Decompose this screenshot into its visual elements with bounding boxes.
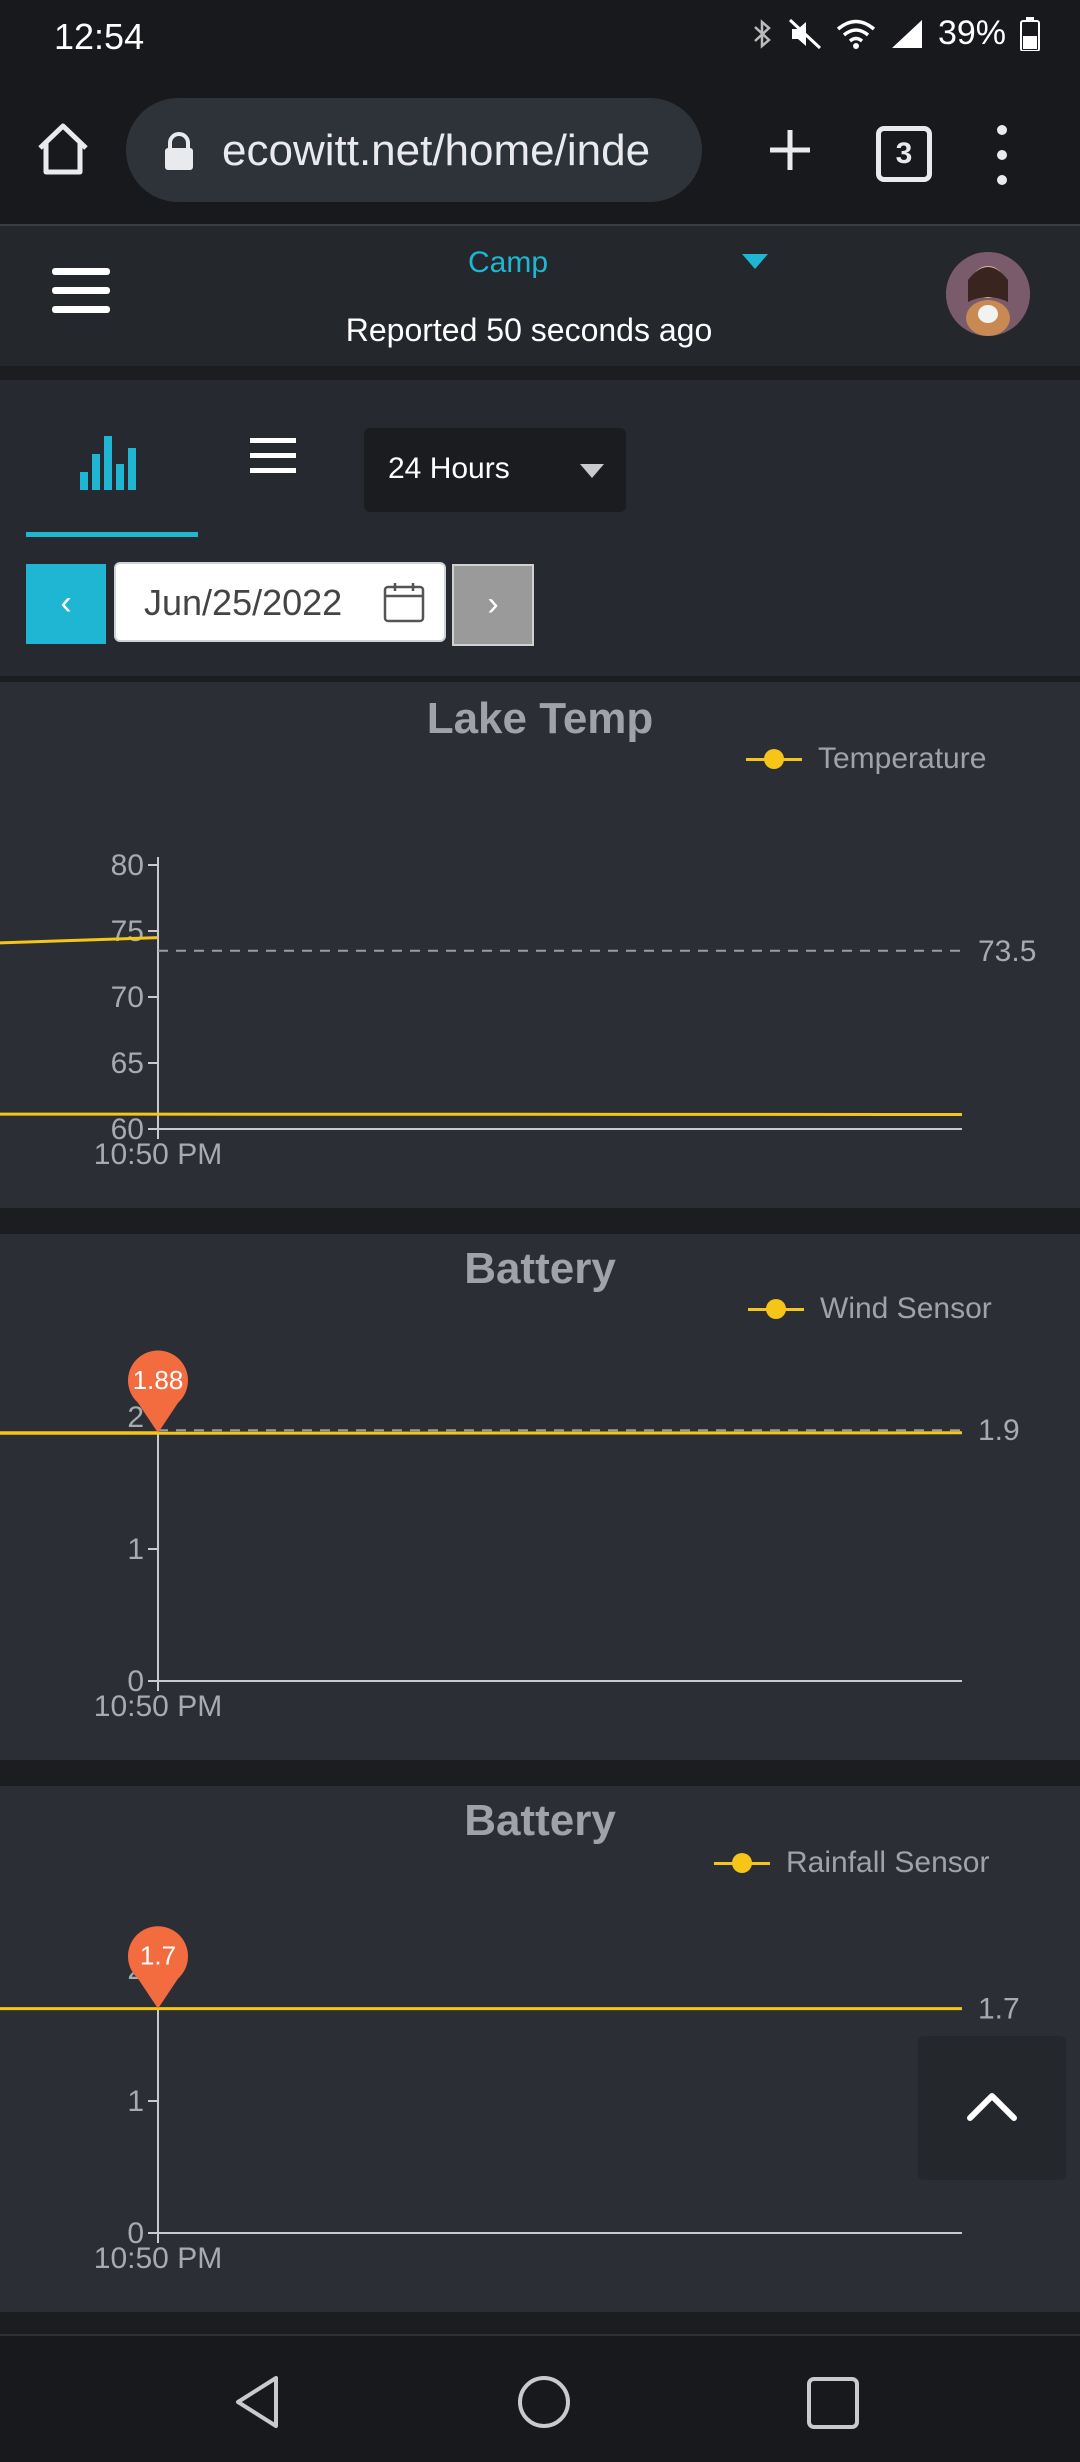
- bluetooth-icon: [752, 18, 774, 50]
- reported-status: Reported 50 seconds ago: [0, 312, 1058, 349]
- date-value: Jun/25/2022: [144, 582, 342, 624]
- calendar-icon[interactable]: [382, 580, 426, 624]
- app-header: Camp Reported 50 seconds ago: [0, 226, 1080, 366]
- more-menu-icon[interactable]: [992, 120, 1012, 190]
- battery-icon: [1020, 17, 1040, 51]
- avatar-image: [946, 252, 1030, 336]
- battery-percent: 39%: [938, 14, 1006, 53]
- bar-chart-icon: [80, 436, 136, 490]
- y-tick-label: 75: [111, 915, 144, 948]
- tab-switcher-button[interactable]: 3: [876, 126, 932, 182]
- divider: [0, 366, 1080, 380]
- max-marker-label: 1.88: [133, 1365, 184, 1395]
- average-label: 1.7: [978, 1993, 1020, 2026]
- status-bar: 12:54 39%: [0, 0, 1080, 76]
- divider: [0, 1208, 1080, 1234]
- divider: [0, 2312, 1080, 2334]
- chevron-down-icon[interactable]: [742, 254, 768, 269]
- station-selector[interactable]: Camp: [0, 246, 1016, 280]
- status-icons: 39%: [752, 14, 1040, 53]
- tab-chart-view[interactable]: [26, 414, 198, 514]
- average-label: 1.9: [978, 1414, 1020, 1447]
- mute-icon: [788, 18, 822, 50]
- browser-toolbar: ecowitt.net/home/inde 3: [0, 76, 1080, 226]
- system-nav-bar: [0, 2334, 1080, 2462]
- next-date-button[interactable]: ›: [452, 564, 534, 646]
- series-line: [0, 1433, 962, 1436]
- y-tick-label: 65: [111, 1047, 144, 1080]
- url-text: ecowitt.net/home/inde: [222, 126, 682, 176]
- wifi-icon: [836, 18, 876, 50]
- y-tick-label: 70: [111, 981, 144, 1014]
- y-tick-label: 1: [127, 2085, 144, 2118]
- chevron-up-icon: [918, 2036, 1066, 2180]
- x-tick-label: 10:50 PM: [94, 1690, 222, 1723]
- address-bar[interactable]: ecowitt.net/home/inde: [126, 98, 702, 202]
- date-field[interactable]: Jun/25/2022: [114, 562, 446, 642]
- lock-icon: [162, 132, 196, 170]
- divider: [0, 1760, 1080, 1786]
- average-label: 73.5: [978, 935, 1036, 968]
- status-time: 12:54: [54, 16, 144, 58]
- y-tick-label: 1: [127, 1533, 144, 1566]
- scroll-to-top-button[interactable]: [918, 2036, 1066, 2180]
- chart-controls: 24 Hours ‹ Jun/25/2022 ›: [0, 380, 1080, 676]
- home-icon[interactable]: [30, 116, 96, 182]
- back-icon[interactable]: [232, 2374, 284, 2430]
- previous-date-button[interactable]: ‹: [26, 564, 106, 644]
- x-tick-label: 10:50 PM: [94, 2242, 222, 2275]
- signal-icon: [890, 18, 924, 50]
- new-tab-icon[interactable]: [754, 114, 826, 186]
- chevron-down-icon: [580, 464, 604, 478]
- time-range-select[interactable]: 24 Hours: [364, 428, 626, 512]
- max-marker: 1.7: [128, 1926, 188, 2008]
- list-view-icon[interactable]: [246, 436, 302, 476]
- recents-icon[interactable]: [806, 2376, 860, 2430]
- time-range-value: 24 Hours: [388, 452, 510, 486]
- active-tab-indicator: [26, 532, 198, 537]
- x-tick-label: 10:50 PM: [94, 1138, 222, 1171]
- y-tick-label: 80: [111, 849, 144, 882]
- series-line: [0, 884, 962, 1115]
- home-circle-icon[interactable]: [516, 2374, 572, 2430]
- max-marker-label: 1.7: [140, 1941, 176, 1971]
- avatar[interactable]: [946, 252, 1030, 336]
